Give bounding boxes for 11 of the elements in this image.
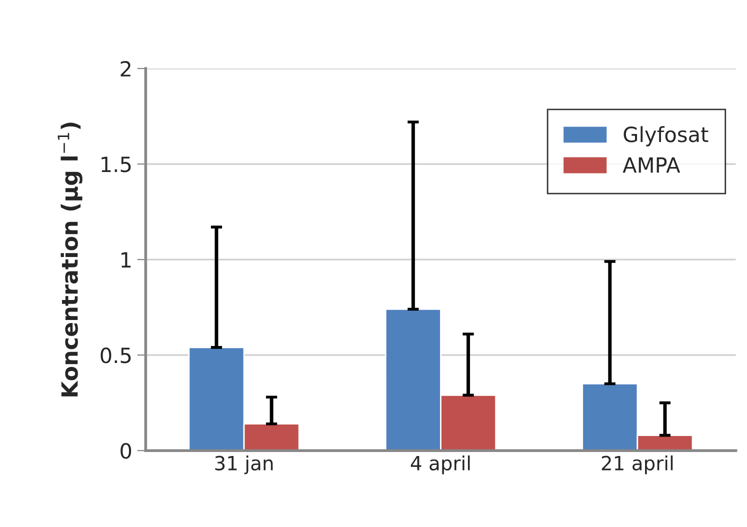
x-tick-label: 31 jan [215, 455, 273, 474]
legend-label: AMPA [622, 157, 680, 173]
y-tick-label: 1 [122, 252, 131, 268]
y-axis-title: Koncentration (µg l$^{−1}$) [58, 122, 82, 396]
x-tick-label: 4 april [410, 455, 470, 474]
legend-label: Glyfosat [624, 126, 708, 146]
y-tick-label: 1.5 [102, 156, 131, 172]
y-tick-label: 0.5 [100, 348, 131, 364]
y-tick-label: 0 [120, 443, 132, 459]
x-tick-label: 21 april [602, 455, 673, 474]
y-tick-label: 2 [120, 60, 130, 76]
